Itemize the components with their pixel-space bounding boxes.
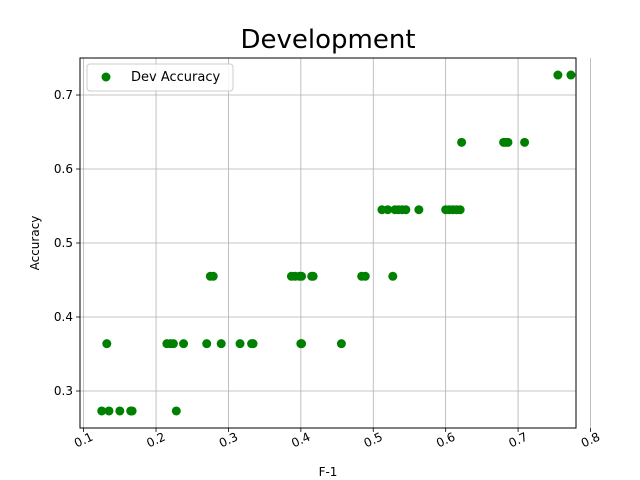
y-tick-label: 0.3 — [54, 384, 73, 398]
data-point — [104, 406, 114, 416]
data-point — [97, 406, 107, 416]
y-axis-label: Accuracy — [28, 216, 42, 271]
data-point — [208, 271, 218, 281]
data-point — [336, 339, 346, 349]
data-point — [171, 406, 181, 416]
data-point — [308, 271, 318, 281]
data-point — [127, 406, 137, 416]
legend-marker — [101, 72, 111, 82]
data-point — [115, 406, 125, 416]
y-tick-label: 0.5 — [54, 236, 73, 250]
grid — [80, 58, 591, 428]
data-point — [414, 205, 424, 215]
data-point — [383, 205, 393, 215]
y-tick-label: 0.7 — [54, 88, 73, 102]
data-point — [216, 339, 226, 349]
data-point — [553, 70, 563, 80]
data-point — [102, 339, 112, 349]
data-point — [566, 70, 576, 80]
legend: Dev Accuracy — [86, 63, 234, 92]
data-point — [360, 271, 370, 281]
data-point — [520, 137, 530, 147]
data-point — [248, 339, 258, 349]
y-tick-label: 0.4 — [54, 310, 73, 324]
data-point — [455, 205, 465, 215]
data-point — [401, 205, 411, 215]
legend-box — [86, 63, 234, 92]
x-axis-label: F-1 — [319, 465, 338, 479]
y-tick-label: 0.6 — [54, 162, 73, 176]
data-point — [297, 271, 307, 281]
data-point — [297, 339, 307, 349]
data-point — [168, 339, 178, 349]
data-point — [235, 339, 245, 349]
legend-label: Dev Accuracy — [131, 70, 220, 85]
data-point — [457, 137, 467, 147]
data-point — [503, 137, 513, 147]
y-axis-ticks: 0.3 0.4 0.5 0.6 0.7 — [54, 88, 80, 398]
data-point — [388, 271, 398, 281]
data-point — [202, 339, 212, 349]
chart-title: Development — [240, 25, 415, 55]
data-point — [179, 339, 189, 349]
data-points — [97, 70, 576, 416]
